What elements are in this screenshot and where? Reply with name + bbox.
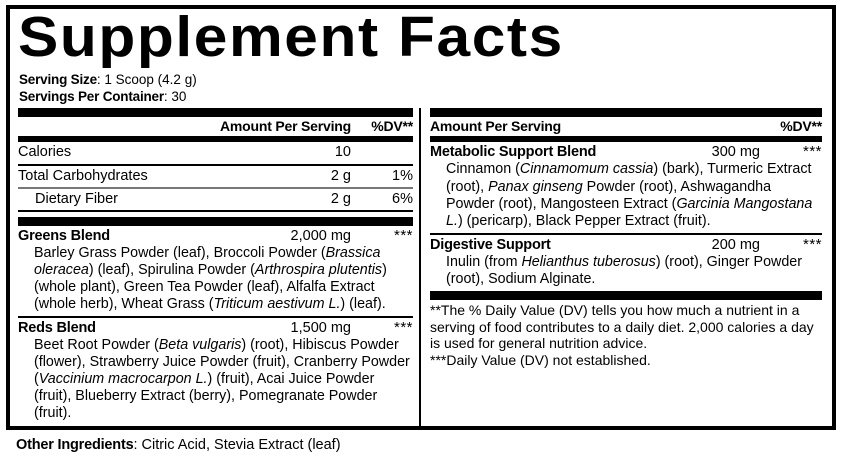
blend-amount: 200 mg bbox=[711, 236, 760, 253]
column-separator bbox=[419, 108, 421, 118]
divider-thick bbox=[18, 108, 413, 118]
blend-dv: *** bbox=[393, 318, 413, 336]
other-ingredients: Other Ingredients: Citric Acid, Stevia E… bbox=[6, 430, 836, 454]
divider-thin bbox=[430, 233, 822, 235]
left-percent-dv-header: %DV** bbox=[371, 118, 413, 135]
right-percent-dv-header: %DV** bbox=[780, 118, 822, 135]
blend-header: Digestive Support 200 mg *** bbox=[430, 235, 822, 253]
blend-ingredients: Cinnamon (Cinnamomum cassia) (bark), Tur… bbox=[446, 161, 813, 229]
blend-amount: 2,000 mg bbox=[290, 227, 351, 244]
blend-name: Metabolic Support Blend bbox=[430, 144, 597, 161]
divider-hairline bbox=[18, 187, 413, 189]
right-column-filler bbox=[430, 369, 822, 426]
nutrient-amount: 10 bbox=[334, 144, 351, 161]
top-rule-left bbox=[18, 108, 419, 118]
blend-ingredients: Beet Root Powder (Beta vulgaris) (root),… bbox=[34, 336, 410, 422]
other-ingredients-value: : Citric Acid, Stevia Extract (leaf) bbox=[133, 436, 341, 453]
left-column: Amount Per Serving %DV** Calories 10 Tot… bbox=[18, 117, 419, 425]
footnote-daily-value: **The % Daily Value (DV) tells you how m… bbox=[430, 301, 814, 352]
columns-body: Amount Per Serving %DV** Calories 10 Tot… bbox=[10, 117, 832, 426]
blend-dv: *** bbox=[393, 226, 413, 244]
blend-dv: *** bbox=[802, 235, 822, 253]
serving-size-label: Serving Size bbox=[19, 71, 97, 87]
blend-name: Greens Blend bbox=[18, 227, 110, 244]
top-rule-right bbox=[421, 108, 822, 118]
blend-ingredients: Barley Grass Powder (leaf), Broccoli Pow… bbox=[34, 244, 387, 313]
table-row: Dietary Fiber 2 g 6% bbox=[18, 189, 413, 211]
blend-amount: 300 mg bbox=[711, 144, 760, 161]
blend-dv: *** bbox=[802, 143, 822, 161]
nutrient-name: Total Carbohydrates bbox=[18, 167, 148, 184]
divider-thick bbox=[430, 290, 822, 300]
blend-amount: 1,500 mg bbox=[290, 319, 351, 336]
title-row: Supplement Facts bbox=[10, 9, 832, 66]
right-column: Amount Per Serving %DV** Metabolic Suppo… bbox=[421, 117, 822, 425]
footnote-not-established: ***Daily Value (DV) not established. bbox=[430, 352, 651, 369]
blend-header: Greens Blend 2,000 mg *** bbox=[18, 226, 413, 244]
divider-header bbox=[18, 136, 413, 143]
nutrient-name: Calories bbox=[18, 144, 72, 161]
right-column-header: Amount Per Serving %DV** bbox=[430, 117, 822, 136]
left-amount-per-serving-header: Amount Per Serving bbox=[220, 118, 351, 135]
top-rule-row bbox=[10, 108, 832, 118]
column-separator bbox=[419, 117, 421, 426]
other-ingredients-label: Other Ingredients bbox=[16, 436, 134, 453]
divider-thin bbox=[18, 164, 413, 166]
table-row: Total Carbohydrates 2 g 1% bbox=[18, 166, 413, 188]
nutrient-amount: 2 g bbox=[330, 190, 351, 207]
page-title: Supplement Facts bbox=[18, 5, 564, 69]
left-column-header: Amount Per Serving %DV** bbox=[18, 117, 413, 136]
divider-thin bbox=[18, 210, 413, 212]
divider-header bbox=[430, 136, 822, 143]
nutrient-name: Dietary Fiber bbox=[35, 190, 118, 207]
blend-name: Digestive Support bbox=[430, 236, 551, 253]
divider-thick bbox=[18, 216, 413, 226]
nutrient-dv: 6% bbox=[392, 190, 413, 207]
serving-info: Serving Size: 1 Scoop (4.2 g) Servings P… bbox=[10, 66, 832, 109]
serving-size-value: : 1 Scoop (4.2 g) bbox=[96, 71, 197, 87]
blend-ingredients: Inulin (from Helianthus tuberosus) (root… bbox=[446, 253, 803, 287]
blend-header: Reds Blend 1,500 mg *** bbox=[18, 318, 413, 336]
supplement-facts-panel: Supplement Facts Serving Size: 1 Scoop (… bbox=[6, 5, 836, 430]
nutrient-amount: 2 g bbox=[330, 167, 351, 184]
servings-per-container-value: : 30 bbox=[163, 89, 187, 105]
servings-per-container-line: Servings Per Container: 30 bbox=[19, 88, 823, 105]
blend-name: Reds Blend bbox=[18, 319, 96, 336]
right-amount-per-serving-header: Amount Per Serving bbox=[430, 118, 561, 135]
blend-header: Metabolic Support Blend 300 mg *** bbox=[430, 142, 822, 160]
divider-thick bbox=[430, 108, 822, 118]
table-row: Calories 10 bbox=[18, 142, 413, 164]
servings-per-container-label: Servings Per Container bbox=[19, 89, 164, 105]
serving-size-line: Serving Size: 1 Scoop (4.2 g) bbox=[19, 71, 823, 88]
divider-thin bbox=[18, 316, 413, 318]
nutrient-dv: 1% bbox=[392, 167, 413, 184]
